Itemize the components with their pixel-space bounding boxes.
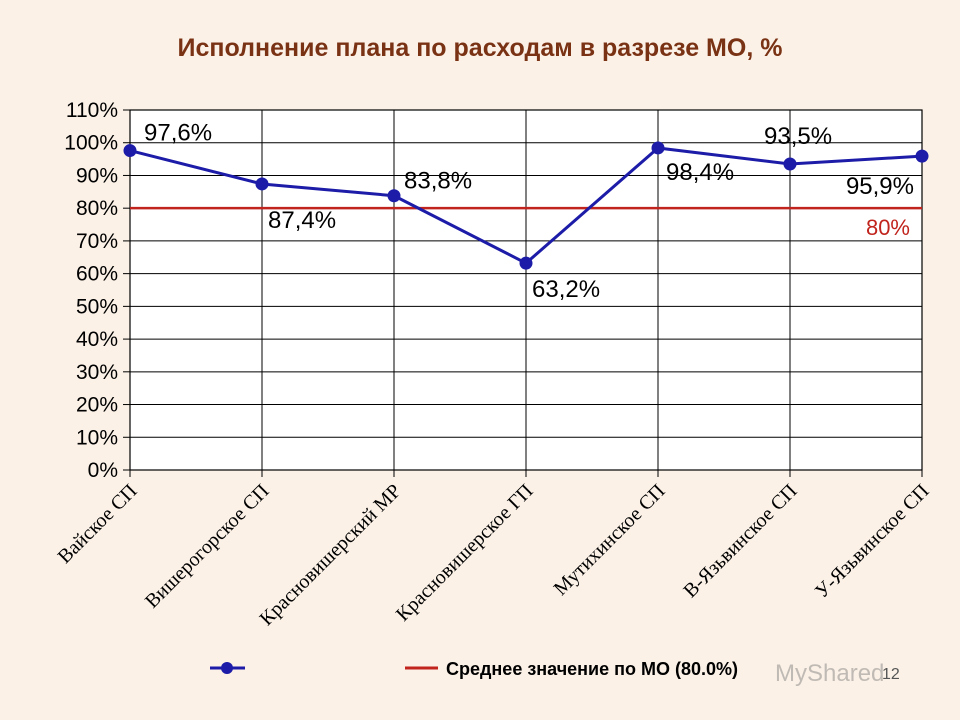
- series-point: [123, 144, 137, 158]
- y-tick-label: 70%: [76, 230, 118, 253]
- reference-label: 80%: [866, 215, 910, 240]
- watermark: MyShared: [775, 660, 885, 687]
- x-tick-label: Вайское СП: [54, 480, 142, 568]
- x-tick-label: Вишерогорское СП: [141, 480, 274, 613]
- data-label: 98,4%: [666, 159, 734, 186]
- series-point: [915, 149, 929, 163]
- series-point: [783, 157, 797, 171]
- y-tick-label: 0%: [88, 459, 118, 482]
- x-tick-label: У-Язьвинское СП: [811, 480, 934, 603]
- x-tick-label: В-Язьвинское СП: [679, 480, 801, 602]
- data-label: 97,6%: [144, 120, 212, 147]
- y-tick-label: 90%: [76, 164, 118, 187]
- data-label: 93,5%: [764, 123, 832, 150]
- series-point: [519, 256, 533, 270]
- series-point: [651, 141, 665, 155]
- data-label: 87,4%: [268, 207, 336, 234]
- y-tick-label: 100%: [64, 132, 118, 155]
- y-tick-label: 40%: [76, 328, 118, 351]
- x-tick-label: Красновишерский МР: [256, 480, 406, 630]
- plot-border: [129, 109, 923, 471]
- y-tick-label: 20%: [76, 394, 118, 417]
- y-tick-label: 110%: [66, 99, 118, 122]
- y-tick-label: 80%: [76, 197, 118, 220]
- chart-title: Исполнение плана по расходам в разрезе М…: [177, 34, 783, 62]
- data-label: 95,9%: [846, 173, 914, 200]
- data-label: 63,2%: [532, 276, 600, 303]
- x-tick-label: Мутихинское СП: [550, 480, 670, 600]
- y-tick-label: 10%: [76, 426, 118, 449]
- legend-series-marker: [221, 662, 233, 674]
- y-tick-label: 60%: [76, 263, 118, 286]
- data-label: 83,8%: [404, 168, 472, 195]
- y-tick-label: 30%: [76, 361, 118, 384]
- y-tick-label: 50%: [76, 295, 118, 318]
- x-tick-label: Красновишерское ГП: [392, 480, 538, 626]
- page-number: 12: [882, 666, 900, 683]
- legend-reference-label: Среднее значение по МО (80.0%): [446, 659, 738, 679]
- series-point: [387, 189, 401, 203]
- series-point: [255, 177, 269, 191]
